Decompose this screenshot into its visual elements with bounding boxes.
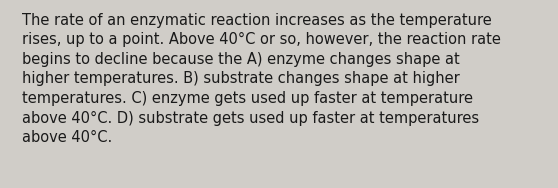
- Text: The rate of an enzymatic reaction increases as the temperature
rises, up to a po: The rate of an enzymatic reaction increa…: [22, 13, 501, 145]
